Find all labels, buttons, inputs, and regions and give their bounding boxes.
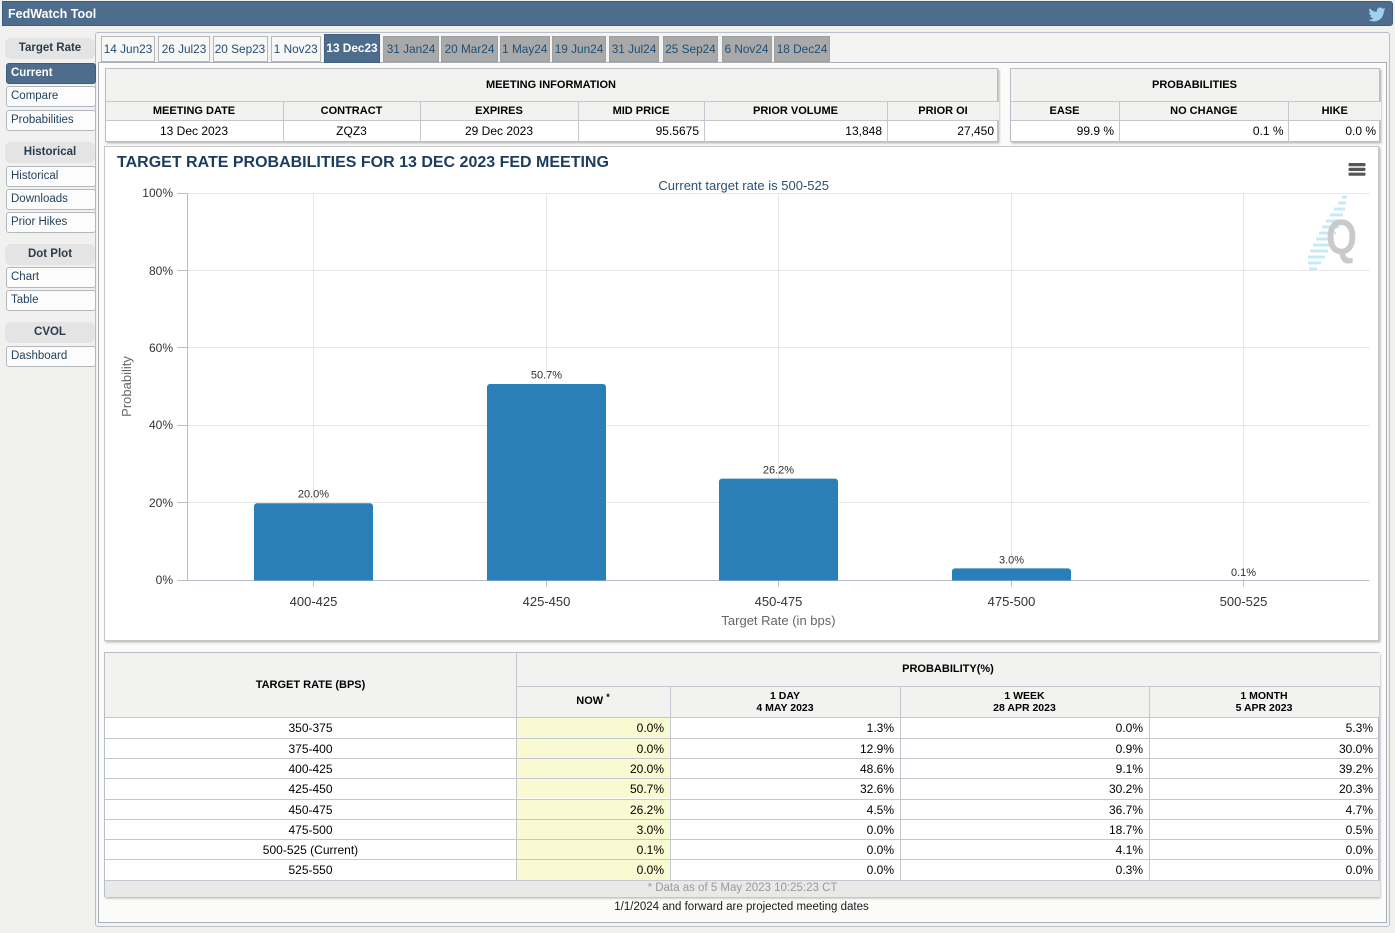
svg-text:Q: Q [1326,211,1357,265]
svg-text:3.0%: 3.0% [999,555,1024,567]
svg-text:100%: 100% [142,186,173,200]
svg-text:425-450: 425-450 [523,594,571,609]
svg-text:50.7%: 50.7% [531,370,562,382]
svg-text:TARGET RATE PROBABILITIES FOR: TARGET RATE PROBABILITIES FOR 13 DEC 202… [117,154,609,171]
svg-text:Current target rate is 500-525: Current target rate is 500-525 [658,178,829,193]
svg-text:0%: 0% [156,573,174,587]
svg-text:80%: 80% [149,264,173,278]
svg-text:450-475: 450-475 [755,594,803,609]
svg-text:40%: 40% [149,418,173,432]
svg-text:400-425: 400-425 [290,594,338,609]
svg-text:26.2%: 26.2% [763,465,794,477]
svg-text:500-525: 500-525 [1220,594,1268,609]
svg-text:Probability: Probability [119,356,134,417]
svg-text:475-500: 475-500 [988,594,1036,609]
svg-text:Target Rate (in bps): Target Rate (in bps) [721,613,835,628]
svg-text:20.0%: 20.0% [298,489,329,501]
svg-text:0.1%: 0.1% [1231,567,1256,579]
svg-text:20%: 20% [149,496,173,510]
svg-text:60%: 60% [149,341,173,355]
